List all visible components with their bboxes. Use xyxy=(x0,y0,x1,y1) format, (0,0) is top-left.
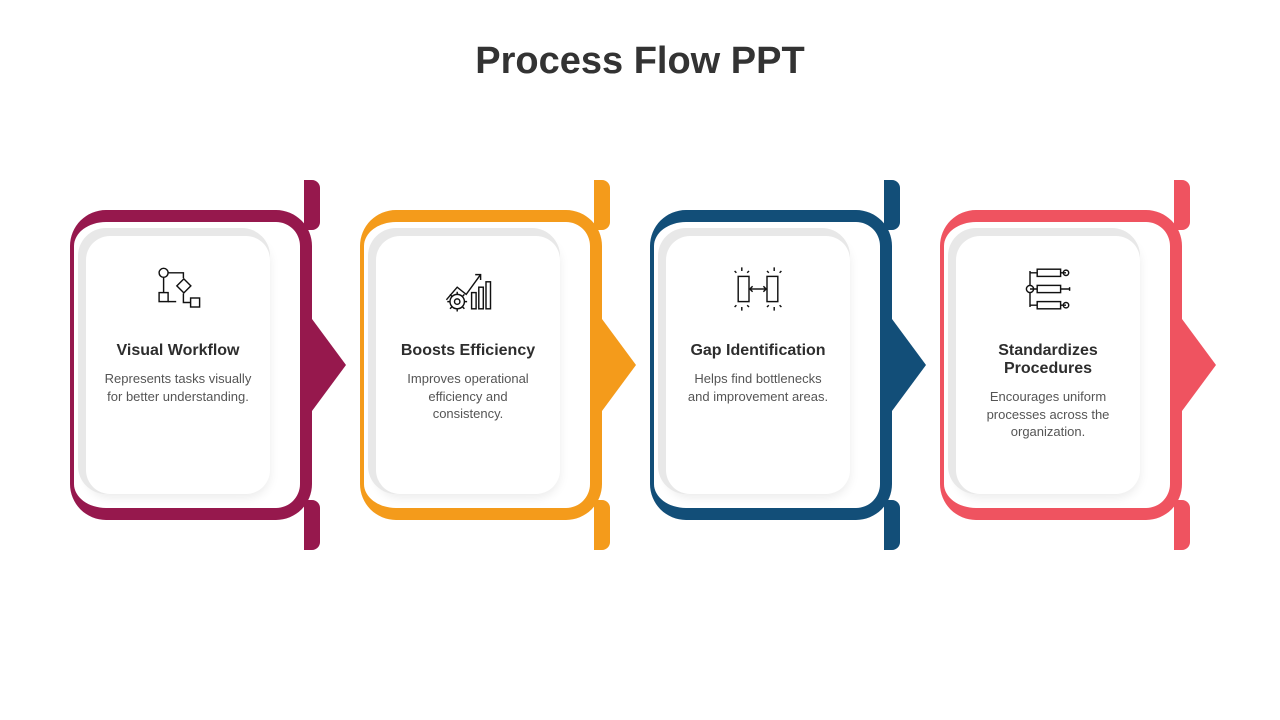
notch-top-3 xyxy=(884,180,900,230)
process-step-1: Visual Workflow Represents tasks visuall… xyxy=(60,200,322,530)
process-flow: Visual Workflow Represents tasks visuall… xyxy=(60,200,1192,530)
efficiency-icon xyxy=(441,262,495,316)
notch-top-4 xyxy=(1174,180,1190,230)
notch-bottom-1 xyxy=(304,500,320,550)
step-heading: Gap Identification xyxy=(690,342,825,360)
notch-bottom-3 xyxy=(884,500,900,550)
step-heading: Standardizes Procedures xyxy=(972,342,1124,378)
notch-top-1 xyxy=(304,180,320,230)
step-heading: Visual Workflow xyxy=(117,342,240,360)
arrow-4 xyxy=(1182,319,1216,411)
step-desc: Represents tasks visually for better und… xyxy=(102,370,254,405)
process-step-3: Gap Identification Helps find bottleneck… xyxy=(640,200,902,530)
process-step-2: Boosts Efficiency Improves operational e… xyxy=(350,200,612,530)
card-4: Standardizes Procedures Encourages unifo… xyxy=(956,236,1140,494)
workflow-icon xyxy=(151,262,205,316)
notch-bottom-4 xyxy=(1174,500,1190,550)
arrow-3 xyxy=(892,319,926,411)
step-desc: Encourages uniform processes across the … xyxy=(972,388,1124,441)
standardize-icon xyxy=(1021,262,1075,316)
step-desc: Helps find bottlenecks and improvement a… xyxy=(682,370,834,405)
card-3: Gap Identification Helps find bottleneck… xyxy=(666,236,850,494)
card-2: Boosts Efficiency Improves operational e… xyxy=(376,236,560,494)
card-1: Visual Workflow Represents tasks visuall… xyxy=(86,236,270,494)
arrow-2 xyxy=(602,319,636,411)
slide-title: Process Flow PPT xyxy=(0,0,1280,83)
gap-icon xyxy=(731,262,785,316)
notch-bottom-2 xyxy=(594,500,610,550)
step-desc: Improves operational efficiency and cons… xyxy=(392,370,544,423)
notch-top-2 xyxy=(594,180,610,230)
step-heading: Boosts Efficiency xyxy=(401,342,535,360)
slide: Process Flow PPT xyxy=(0,0,1280,720)
arrow-1 xyxy=(312,319,346,411)
process-step-4: Standardizes Procedures Encourages unifo… xyxy=(930,200,1192,530)
